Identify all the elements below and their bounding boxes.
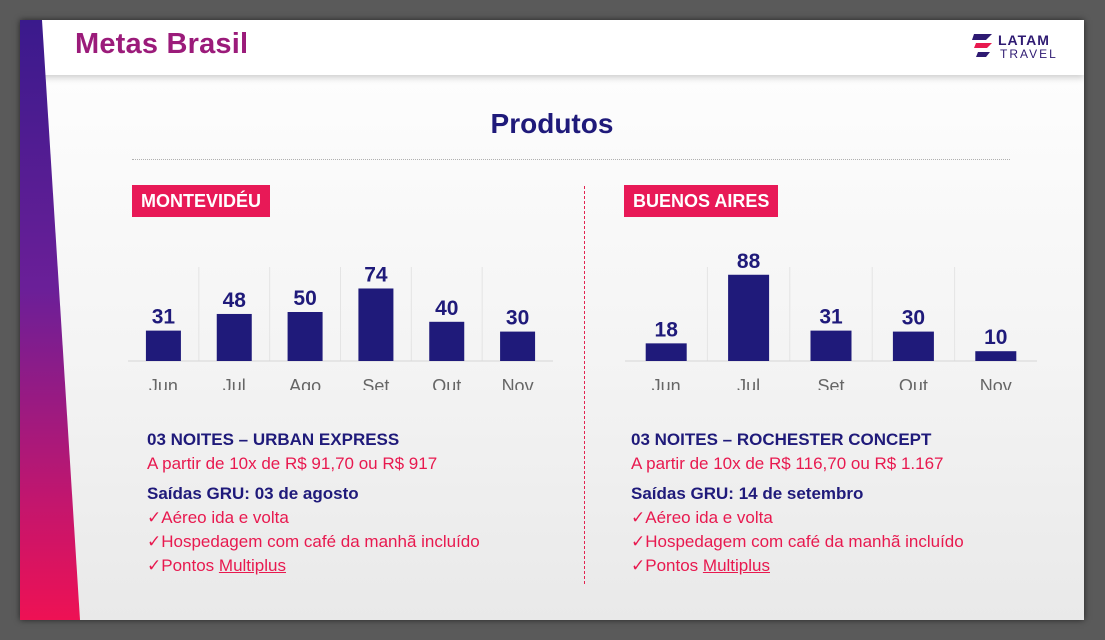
data-label: 50 [293,287,316,310]
section-title: Produtos [490,108,614,139]
category-label: Set [817,376,844,390]
bar [728,274,770,361]
data-label: 40 [435,297,458,320]
latam-travel-logo: LATAM TRAVEL [970,30,1070,64]
chart-montevideu: 31 Jun 48 Jul 50 Ago 74 Set 40 Out 30 Nov [128,263,553,390]
slide-title: Metas Brasil [75,28,249,60]
bar [500,331,536,361]
category-label: Jul [737,376,760,390]
package-feature-points: ✓Pontos Multiplus [631,554,964,578]
bar [892,331,934,361]
data-label: 31 [152,306,176,329]
dotted-divider [132,159,1010,160]
slide: Metas Brasil LATAM TRAVEL Produtos MONTE… [20,20,1084,620]
bar [145,330,181,361]
bar [358,288,394,361]
logo-text-travel: TRAVEL [1000,47,1058,61]
package-departure: Saídas GRU: 03 de agosto [147,484,359,503]
package-feature: ✓Hospedagem com café da manhã incluído [631,532,964,551]
logo-text-latam: LATAM [998,32,1050,48]
bar [216,313,252,361]
package-feature: ✓Hospedagem com café da manhã incluído [147,532,480,551]
data-label: 30 [902,307,925,330]
bar [429,321,465,361]
data-label: 88 [737,250,761,273]
package-info-montevideu: 03 NOITES – URBAN EXPRESS A partir de 10… [147,428,480,578]
category-label: Jun [652,376,681,390]
tag-buenos-aires: BUENOS AIRES [624,185,779,217]
bar [287,312,323,361]
package-feature: ✓Aéreo ida e volta [631,508,773,527]
points-prefix: ✓Pontos [147,556,219,575]
data-label: 74 [364,263,388,286]
package-title: 03 NOITES – URBAN EXPRESS [147,430,400,449]
category-label: Out [899,376,928,390]
vertical-divider [584,186,585,584]
category-label: Nov [502,376,534,390]
data-label: 31 [819,306,843,329]
package-price: A partir de 10x de R$ 116,70 ou R$ 1.167 [631,454,944,473]
bar [810,330,852,361]
tag-montevideu: MONTEVIDÉU [132,185,271,217]
package-info-buenos-aires: 03 NOITES – ROCHESTER CONCEPT A partir d… [631,428,964,578]
category-label: Jul [223,376,246,390]
package-title: 03 NOITES – ROCHESTER CONCEPT [631,430,932,449]
chart-buenos-aires: 18 Jun 88 Jul 31 Set 30 Out 10 Nov [625,250,1037,390]
latam-logo-icon [972,34,992,57]
package-feature-points: ✓Pontos Multiplus [147,554,480,578]
category-label: Out [432,376,461,390]
data-label: 30 [506,307,529,330]
multiplus-link[interactable]: Multiplus [702,556,770,575]
package-departure: Saídas GRU: 14 de setembro [631,484,864,503]
data-label: 10 [984,326,1007,349]
data-label: 48 [223,289,247,312]
bar [975,351,1017,361]
category-label: Set [362,376,389,390]
header-band [20,20,1084,75]
category-label: Jun [149,376,178,390]
package-feature: ✓Aéreo ida e volta [147,508,289,527]
multiplus-link[interactable]: Multiplus [218,556,286,575]
category-label: Nov [980,376,1012,390]
package-price: A partir de 10x de R$ 91,70 ou R$ 917 [147,454,438,473]
data-label: 18 [655,318,679,341]
bar [645,343,687,361]
points-prefix: ✓Pontos [631,556,703,575]
category-label: Ago [289,376,321,390]
